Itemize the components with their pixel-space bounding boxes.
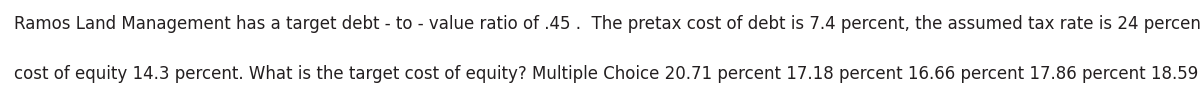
Text: Ramos Land Management has a target debt - to - value ratio of .45 .  The pretax : Ramos Land Management has a target debt … [14,15,1200,33]
Text: cost of equity 14.3 percent. What is the target cost of equity? Multiple Choice : cost of equity 14.3 percent. What is the… [14,65,1200,83]
